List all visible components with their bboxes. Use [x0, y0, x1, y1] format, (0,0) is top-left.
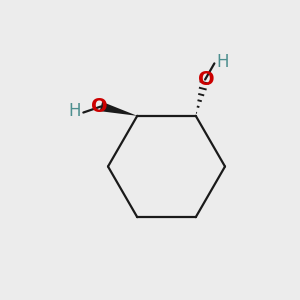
Text: O: O: [198, 70, 215, 89]
Text: H: H: [69, 102, 81, 120]
Text: O: O: [91, 97, 108, 116]
Polygon shape: [100, 102, 137, 116]
Text: H: H: [216, 53, 229, 71]
